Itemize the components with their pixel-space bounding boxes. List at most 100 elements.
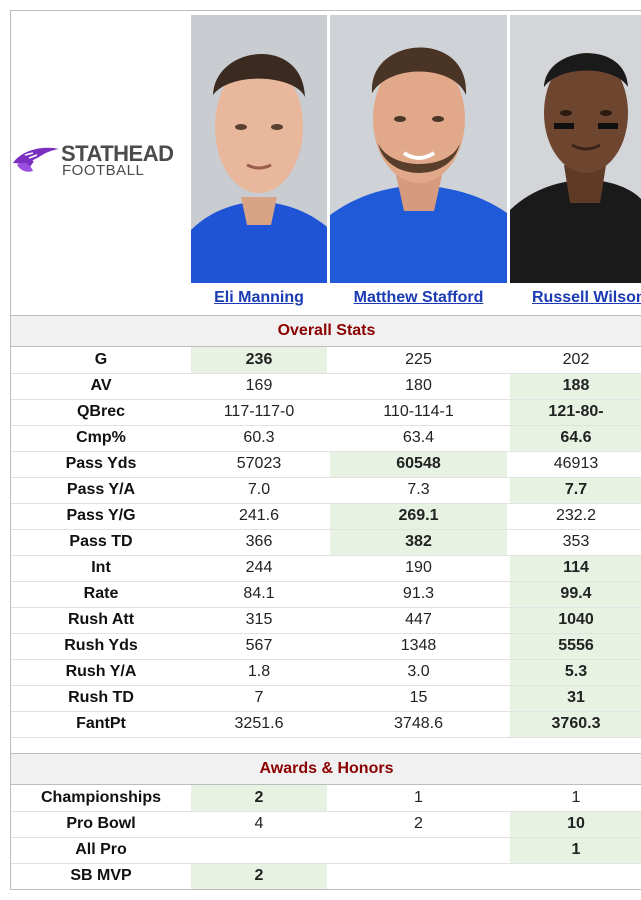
column-gap: [507, 711, 510, 738]
stat-label: SB MVP: [11, 863, 191, 889]
column-gap: [507, 477, 510, 504]
stat-value-player-3: 202: [510, 347, 641, 374]
stat-value-player-1: 1.8: [191, 659, 327, 686]
stat-value-player-2: 447: [330, 607, 507, 634]
stat-value-player-1: 315: [191, 607, 327, 634]
stat-value-player-2: 2: [330, 811, 507, 838]
player-link-eli-manning[interactable]: Eli Manning: [214, 289, 304, 306]
stat-value-player-2: 269.1: [330, 503, 507, 530]
column-gap: [507, 607, 510, 634]
column-gap: [507, 451, 510, 478]
stat-value-player-1: 241.6: [191, 503, 327, 530]
stat-value-player-1: 236: [191, 347, 327, 374]
stat-value-player-1: 57023: [191, 451, 327, 478]
stat-label: All Pro: [11, 837, 191, 864]
stat-value-player-2: 190: [330, 555, 507, 582]
stat-row-all-pro: All Pro 1: [11, 837, 641, 864]
stathead-football-logo[interactable]: STATHEAD FOOTBALL: [11, 139, 191, 181]
stat-row-rush-att: Rush Att 315 447 1040: [11, 607, 641, 634]
stat-label: Cmp%: [11, 425, 191, 452]
stat-label: FantPt: [11, 711, 191, 738]
stat-value-player-2: [330, 837, 507, 864]
stat-value-player-1: 366: [191, 529, 327, 556]
column-gap: [507, 837, 510, 864]
stat-value-player-2: 15: [330, 685, 507, 712]
player-photo-russell-wilson[interactable]: [510, 15, 641, 283]
stat-value-player-2: 3748.6: [330, 711, 507, 738]
stat-value-player-1: 244: [191, 555, 327, 582]
player-headshot-image: [510, 15, 641, 283]
stat-label: QBrec: [11, 399, 191, 426]
column-gap: [507, 399, 510, 426]
column-gap: [507, 425, 510, 452]
column-gap: [327, 373, 330, 400]
player-headshot-image: [191, 15, 327, 283]
column-gap: [507, 811, 510, 838]
players-header: STATHEAD FOOTBALL: [11, 11, 641, 315]
column-gap: [327, 659, 330, 686]
stat-value-player-2: 91.3: [330, 581, 507, 608]
stat-row-g: G 236 225 202: [11, 347, 641, 374]
stat-value-player-1: 84.1: [191, 581, 327, 608]
stat-value-player-1: 117-117-0: [191, 399, 327, 426]
stat-value-player-3: 99.4: [510, 581, 641, 608]
column-gap: [327, 711, 330, 738]
column-gap: [507, 685, 510, 712]
stat-value-player-2: 1: [330, 785, 507, 812]
column-gap: [507, 785, 510, 812]
stat-value-player-2: 110-114-1: [330, 399, 507, 426]
stat-value-player-3: 7.7: [510, 477, 641, 504]
stat-label: Int: [11, 555, 191, 582]
stat-value-player-1: 3251.6: [191, 711, 327, 738]
stat-value-player-3: 121-80-: [510, 399, 641, 426]
stat-value-player-2: 60548: [330, 451, 507, 478]
stat-value-player-3: 1: [510, 785, 641, 812]
stat-label: Rush Y/A: [11, 659, 191, 686]
stat-value-player-2: 225: [330, 347, 507, 374]
stat-label: Pass Y/A: [11, 477, 191, 504]
stat-label: G: [11, 347, 191, 374]
stat-row-pro-bowl: Pro Bowl 4 2 10: [11, 811, 641, 838]
column-gap: [327, 837, 330, 864]
stat-row-pass-y-g: Pass Y/G 241.6 269.1 232.2: [11, 503, 641, 530]
player-headshot-image: [330, 15, 507, 283]
column-gap: [507, 529, 510, 556]
stat-label: Pass TD: [11, 529, 191, 556]
stat-label: Championships: [11, 785, 191, 812]
stat-row-qbrec: QBrec 117-117-0 110-114-1 121-80-: [11, 399, 641, 426]
stat-value-player-3: 5556: [510, 633, 641, 660]
stat-row-sb-mvp: SB MVP 2: [11, 863, 641, 889]
stat-value-player-3: 114: [510, 555, 641, 582]
stat-row-av: AV 169 180 188: [11, 373, 641, 400]
stat-label: Pass Yds: [11, 451, 191, 478]
player-link-russell-wilson[interactable]: Russell Wilson: [532, 289, 641, 306]
stat-value-player-2: 63.4: [330, 425, 507, 452]
stat-label: Rush Att: [11, 607, 191, 634]
section-header-overall-stats: Overall Stats: [11, 315, 641, 347]
player-photo-matthew-stafford[interactable]: [330, 15, 507, 283]
logo-text-stathead: STATHEAD: [61, 141, 174, 166]
column-gap: [327, 347, 330, 374]
column-gap: [507, 503, 510, 530]
stat-value-player-1: [191, 837, 327, 864]
stat-value-player-3: [510, 863, 641, 889]
section-header-awards-honors: Awards & Honors: [11, 753, 641, 785]
stat-value-player-3: 353: [510, 529, 641, 556]
column-gap: [327, 555, 330, 582]
column-gap: [507, 373, 510, 400]
stat-label: Pro Bowl: [11, 811, 191, 838]
stat-value-player-1: 4: [191, 811, 327, 838]
football-swoosh-icon: [13, 147, 59, 172]
column-gap: [507, 863, 510, 889]
column-gap: [327, 785, 330, 812]
player-link-matthew-stafford[interactable]: Matthew Stafford: [353, 289, 484, 306]
stat-label: Pass Y/G: [11, 503, 191, 530]
column-gap: [327, 633, 330, 660]
stat-label: AV: [11, 373, 191, 400]
stat-label: Rush Yds: [11, 633, 191, 660]
stat-value-player-2: 382: [330, 529, 507, 556]
player-photo-eli-manning[interactable]: [191, 15, 327, 283]
stat-label: Rate: [11, 581, 191, 608]
stat-value-player-3: 188: [510, 373, 641, 400]
stat-value-player-3: 1: [510, 837, 641, 864]
